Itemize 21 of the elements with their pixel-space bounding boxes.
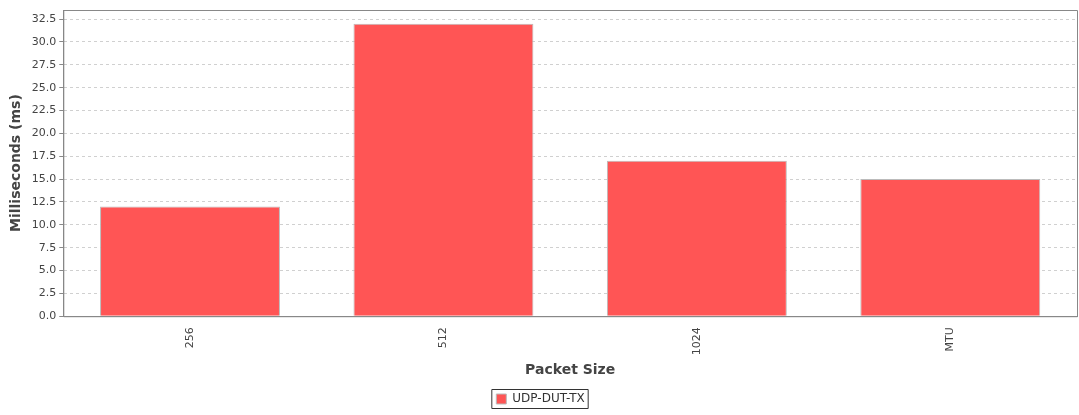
y-tick-label: 12.5 xyxy=(31,194,57,208)
x-tick-label: 1024 xyxy=(689,327,703,356)
y-tick-label: 7.5 xyxy=(38,240,57,254)
y-tick-label: 22.5 xyxy=(31,103,57,117)
x-tick-label: MTU xyxy=(943,327,957,352)
y-tick-label: 0.0 xyxy=(38,309,57,323)
y-tick-label: 20.0 xyxy=(31,126,57,140)
x-tick-label: 512 xyxy=(436,327,450,349)
y-tick-label: 27.5 xyxy=(31,57,57,71)
legend-label: UDP-DUT-TX xyxy=(512,391,585,406)
y-tick-label: 2.5 xyxy=(38,286,57,300)
y-tick-label: 10.0 xyxy=(31,217,57,231)
y-tick-label: 17.5 xyxy=(31,149,57,163)
y-tick-label: 30.0 xyxy=(31,34,57,48)
x-axis-title: Packet Size xyxy=(525,361,616,378)
y-tick-label: 32.5 xyxy=(31,12,57,25)
y-tick-label: 5.0 xyxy=(38,263,57,277)
x-tick-label: 256 xyxy=(182,327,196,349)
y-tick-label: 25.0 xyxy=(31,80,57,94)
y-tick-label: 15.0 xyxy=(31,171,57,185)
y-axis-title: Milliseconds (ms) xyxy=(7,94,24,232)
